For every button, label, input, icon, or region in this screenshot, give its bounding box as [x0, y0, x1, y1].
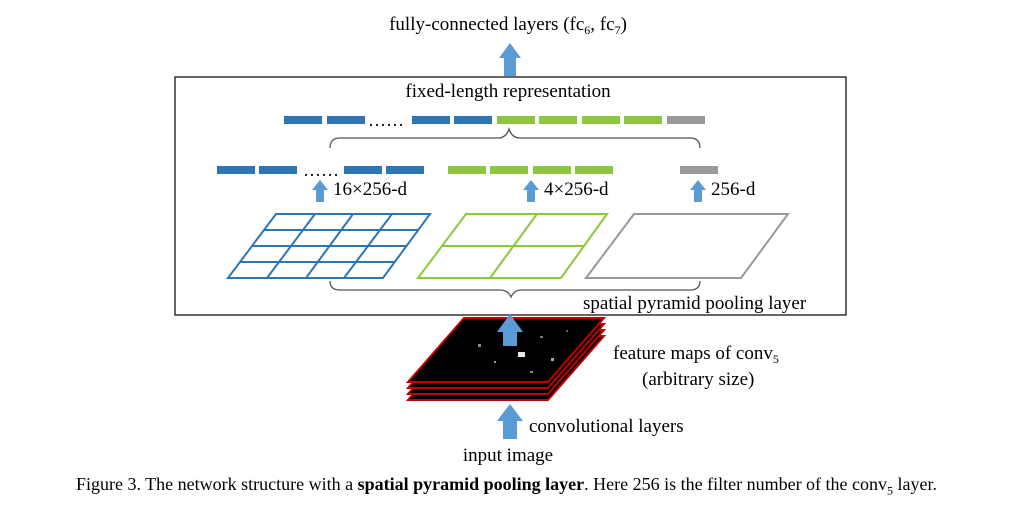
dim-16x256-label: 16×256-d	[333, 179, 408, 200]
pooled-vectors: ……	[217, 160, 718, 180]
pooled-ellipsis: ……	[303, 160, 339, 180]
bottom-brace	[329, 280, 701, 299]
spp-layer-label: spatial pyramid pooling layer	[583, 293, 807, 314]
vector-bin-green	[539, 116, 577, 124]
activation-spot	[551, 358, 554, 361]
pooling-grid-1x1	[584, 213, 790, 279]
pooled-bin-green	[533, 166, 571, 174]
vector-ellipsis: ……	[368, 110, 404, 130]
dim-4x256-label: 4×256-d	[544, 179, 609, 200]
activation-spot	[540, 336, 543, 338]
activation-spot	[494, 361, 496, 363]
vector-bin-blue	[454, 116, 492, 124]
vector-bin-blue	[327, 116, 365, 124]
vector-bin-blue	[412, 116, 450, 124]
pooling-grid-4x4	[226, 213, 432, 279]
vector-bin-green	[624, 116, 662, 124]
vector-bin-blue	[284, 116, 322, 124]
fixed-length-label: fixed-length representation	[405, 81, 611, 102]
input-image-label: input image	[463, 445, 553, 466]
pooled-bin-green	[575, 166, 613, 174]
fc-layers-label: fully-connected layers (fc6, fc7)	[389, 14, 627, 37]
activation-spot	[478, 344, 481, 347]
activation-spot	[530, 371, 533, 373]
pooled-bin-green	[448, 166, 486, 174]
fixed-length-vector: ……	[284, 110, 705, 130]
vector-bin-gray	[667, 116, 705, 124]
pooled-bin-blue	[217, 166, 255, 174]
pooled-bin-green	[490, 166, 528, 174]
arrow-4x256	[523, 180, 539, 202]
vector-bin-green	[582, 116, 620, 124]
arrow-to-spp	[497, 314, 523, 346]
arrow-16x256	[312, 180, 328, 202]
feature-maps-stack	[405, 317, 607, 401]
activation-spot	[566, 330, 568, 332]
dim-256-label: 256-d	[711, 179, 756, 200]
activation-spot	[518, 352, 525, 357]
pooled-bin-blue	[344, 166, 382, 174]
pooled-bin-gray	[680, 166, 718, 174]
arrow-to-fc	[499, 43, 521, 76]
arbitrary-size-label: (arbitrary size)	[642, 369, 754, 390]
vector-bin-green	[497, 116, 535, 124]
top-brace	[329, 126, 701, 149]
pooled-bin-blue	[386, 166, 424, 174]
figure-caption: Figure 3. The network structure with a s…	[75, 474, 938, 498]
arrow-conv-layers	[497, 404, 523, 439]
arrow-256	[690, 180, 706, 202]
pooling-grid-2x2	[416, 213, 609, 279]
conv-layers-label: convolutional layers	[529, 416, 684, 437]
pooled-bin-blue	[259, 166, 297, 174]
feature-maps-label: feature maps of conv5	[613, 343, 779, 366]
